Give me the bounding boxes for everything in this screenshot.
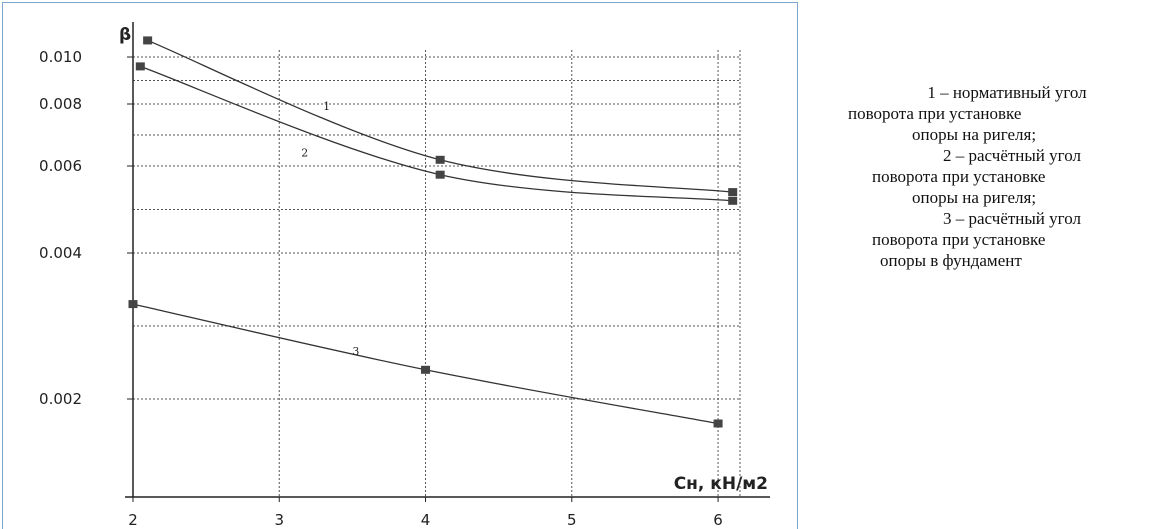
series-label-2: 2	[301, 147, 308, 160]
series-layer: 1 2 3	[129, 36, 738, 427]
legend-item-3-line3: опоры в фундамент	[842, 250, 1142, 271]
y-tick-label-4: 0.010	[39, 48, 82, 66]
x-tick-label-0: 2	[128, 511, 138, 529]
grid	[133, 50, 740, 497]
axes	[125, 22, 770, 502]
series-2-point-0	[136, 62, 145, 70]
tick-labels: 2 3 4 5 6 0.002 0.004 0.006 0.008 0.010	[39, 48, 723, 529]
series-3-point-0	[129, 300, 138, 308]
chart: 1 2 3 2 3 4 5 6 0.002 0.004 0.006 0.008 0.010 β Сн,…	[0, 0, 800, 529]
y-tick-label-1: 0.004	[39, 244, 82, 262]
legend-item-3-line2: поворота при установке	[842, 229, 1142, 250]
legend-item-1: 1 – нормативный угол поворота при устано…	[842, 82, 1142, 145]
x-tick-label-2: 4	[421, 511, 431, 529]
y-tick-label-2: 0.006	[39, 157, 82, 175]
series-1-point-0	[143, 36, 152, 44]
x-tick-label-4: 6	[713, 511, 723, 529]
series-label-3: 3	[352, 345, 359, 358]
x-tick-label-3: 5	[567, 511, 577, 529]
y-tick-label-3: 0.008	[39, 95, 82, 113]
legend-item-1-line1: 1 – нормативный угол	[842, 82, 1142, 103]
series-1-point-1	[436, 156, 445, 164]
y-tick-label-0: 0.002	[39, 390, 82, 408]
series-line-2	[140, 66, 732, 200]
series-3-point-1	[421, 366, 430, 374]
series-2-point-2	[728, 197, 737, 205]
legend-item-2: 2 – расчётный угол поворота при установк…	[842, 145, 1142, 208]
legend-item-2-line2: поворота при установке	[842, 166, 1142, 187]
series-1-point-2	[728, 188, 737, 196]
series-label-1: 1	[323, 100, 330, 113]
legend-item-2-line3: опоры на ригеля;	[842, 187, 1142, 208]
legend-item-1-line3: опоры на ригеля;	[842, 124, 1142, 145]
legend-item-1-line2: поворота при установке	[842, 103, 1142, 124]
series-line-1	[148, 40, 733, 192]
x-tick-label-1: 3	[274, 511, 284, 529]
series-2-point-1	[436, 171, 445, 179]
y-axis-title: β	[119, 25, 131, 45]
legend-item-3: 3 – расчётный угол поворота при установк…	[842, 208, 1142, 271]
legend-item-3-line1: 3 – расчётный угол	[842, 208, 1142, 229]
legend-item-2-line1: 2 – расчётный угол	[842, 145, 1142, 166]
legend: 1 – нормативный угол поворота при устано…	[842, 82, 1142, 271]
series-3-point-2	[714, 420, 723, 428]
x-axis-title: Сн, кН/м2	[674, 474, 768, 494]
